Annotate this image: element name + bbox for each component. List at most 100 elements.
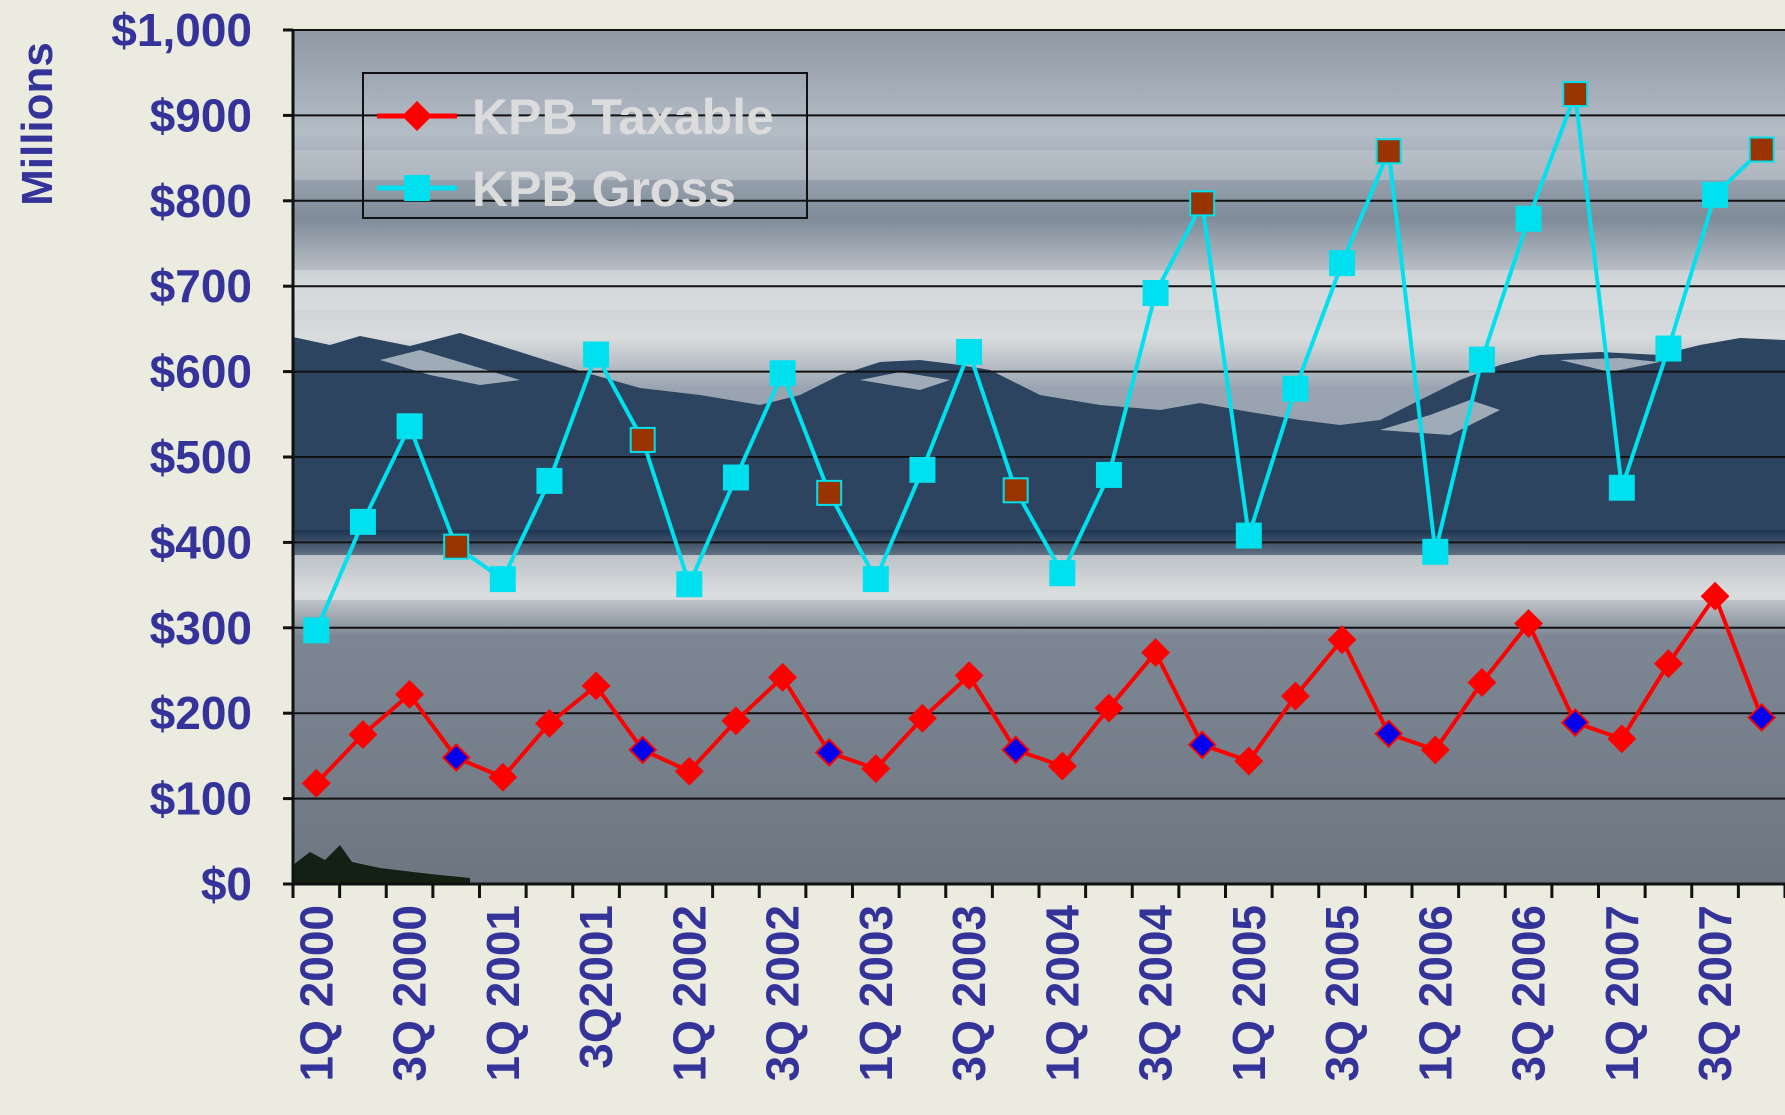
legend-label: KPB Gross — [472, 161, 736, 217]
legend-box — [362, 72, 808, 219]
y-tick-label: $100 — [150, 773, 252, 825]
x-tick-label: 1Q 2003 — [850, 905, 902, 1081]
gross-point — [909, 456, 936, 483]
gross-point — [349, 508, 376, 535]
x-tick-label: 3Q 2004 — [1130, 905, 1182, 1082]
taxable-point — [768, 662, 797, 692]
gross-point — [629, 426, 656, 453]
y-tick-label: $400 — [150, 516, 252, 568]
gross-point — [1702, 181, 1729, 208]
gross-point — [862, 566, 889, 593]
taxable-point — [1327, 625, 1357, 655]
mountain-range — [293, 333, 1785, 545]
gross-point — [1422, 538, 1449, 565]
x-tick-label: 1Q 2004 — [1036, 905, 1088, 1082]
gross-point — [1562, 81, 1589, 108]
gross-point — [676, 571, 703, 598]
taxable-point — [301, 768, 331, 798]
series-line-gross — [314, 93, 1764, 632]
x-tick-label: 1Q 2000 — [290, 905, 342, 1081]
gross-point — [1282, 375, 1309, 402]
x-tick-label: 3Q 2002 — [757, 905, 809, 1081]
x-tick-label: 1Q 2001 — [477, 905, 529, 1081]
taxable-point — [348, 720, 378, 749]
taxable-point — [1654, 649, 1683, 679]
gross-point — [489, 566, 516, 593]
x-tick-label: 3Q 2007 — [1689, 905, 1741, 1081]
taxable-point — [1187, 730, 1217, 760]
taxable-point — [1141, 638, 1170, 667]
x-tick-label: 3Q 2005 — [1316, 905, 1368, 1081]
y-tick-label: $800 — [150, 175, 252, 227]
gridlines — [293, 29, 1785, 800]
taxable-point — [674, 756, 704, 786]
taxable-point — [1560, 708, 1590, 738]
gross-point — [1095, 461, 1122, 488]
taxable-point — [581, 671, 611, 701]
gross-point — [1142, 280, 1169, 307]
gross-point — [1608, 474, 1635, 501]
gross-point — [816, 479, 843, 506]
taxable-point — [1047, 751, 1077, 781]
y-tick-label: $0 — [201, 858, 252, 910]
taxable-point — [395, 679, 424, 709]
gross-point — [722, 464, 749, 491]
taxable-point — [1094, 693, 1124, 723]
taxable-point — [1281, 681, 1310, 711]
series-markers — [301, 81, 1777, 798]
gross-point — [769, 360, 796, 387]
x-tick-label: 3Q2001 — [570, 905, 622, 1069]
tree-silhouette — [293, 845, 470, 884]
taxable-point — [488, 762, 518, 792]
gross-point — [443, 533, 470, 560]
taxable-point — [861, 754, 891, 784]
taxable-point — [1700, 581, 1730, 611]
gross-point — [1468, 346, 1495, 373]
legend-marker — [402, 101, 432, 131]
y-tick-label: $900 — [150, 89, 252, 141]
gross-point — [1049, 560, 1076, 587]
taxable-point — [721, 706, 751, 736]
taxable-point — [1747, 703, 1777, 732]
gross-point — [1655, 335, 1682, 362]
legend-marker — [404, 175, 430, 201]
x-tick-label: 3Q 2006 — [1503, 905, 1555, 1081]
y-tick-label: $300 — [150, 602, 252, 654]
x-tick-label: 1Q 2002 — [663, 905, 715, 1081]
y-tick-label: $1,000 — [111, 4, 252, 56]
gross-point — [536, 467, 563, 494]
taxable-point — [535, 709, 564, 738]
taxable-point — [954, 661, 984, 691]
x-tick-label: 3Q 2003 — [943, 905, 995, 1081]
taxable-point — [908, 703, 937, 733]
taxable-point — [1374, 719, 1404, 749]
taxable-point — [1607, 724, 1637, 754]
gross-point — [303, 617, 330, 644]
y-tick-label: $600 — [150, 346, 252, 398]
x-tick-label: 1Q 2005 — [1223, 905, 1275, 1081]
y-tick-label: $500 — [150, 431, 252, 483]
gross-point — [1002, 477, 1029, 504]
taxable-point — [1514, 609, 1543, 638]
gross-point — [396, 413, 423, 440]
taxable-point — [441, 743, 471, 773]
y-axis-title: Millions — [13, 42, 62, 206]
legend-label: KPB Taxable — [472, 89, 774, 145]
taxable-point — [628, 735, 658, 765]
x-tick-label: 1Q 2007 — [1596, 905, 1648, 1081]
x-tick-label: 3Q 2000 — [384, 905, 436, 1081]
x-tick-label: 1Q 2006 — [1409, 905, 1461, 1081]
y-tick-label: $200 — [150, 687, 252, 739]
taxable-point — [814, 738, 844, 767]
taxable-point — [1420, 735, 1450, 765]
y-axis: $0 $100 $200 $300 $400 $500 $600 $700 $800 $900 $1… — [111, 4, 293, 910]
legend: KPB Taxable KPB Gross — [362, 72, 808, 219]
gross-point — [1375, 138, 1402, 165]
taxable-point — [1467, 668, 1497, 697]
gross-point — [1515, 205, 1542, 232]
x-axis: 1Q 2000 3Q 2000 1Q 2001 3Q2001 1Q 2002 3Q 200… — [290, 884, 1785, 1081]
gross-point — [1329, 250, 1356, 277]
gross-point — [1235, 522, 1262, 549]
